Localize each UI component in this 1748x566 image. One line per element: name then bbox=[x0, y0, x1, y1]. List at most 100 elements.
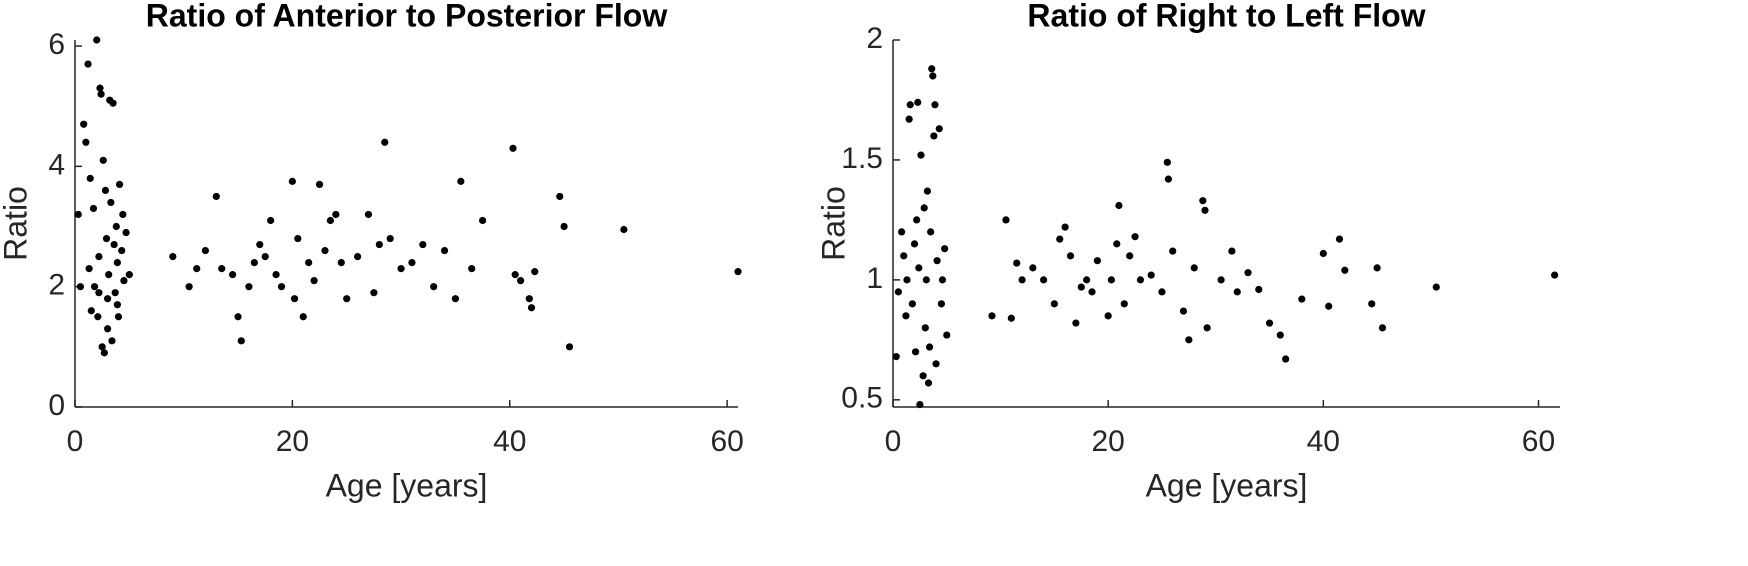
point bbox=[120, 277, 128, 285]
point bbox=[1083, 276, 1091, 284]
point bbox=[917, 151, 925, 159]
x-tick-label: 60 bbox=[1522, 425, 1555, 458]
point bbox=[924, 379, 933, 387]
point bbox=[267, 216, 275, 225]
point bbox=[922, 276, 930, 284]
point bbox=[90, 283, 99, 291]
point bbox=[935, 125, 943, 133]
x-tick-label: 40 bbox=[493, 425, 526, 458]
point bbox=[98, 343, 106, 351]
point bbox=[375, 240, 383, 249]
x-tick-label: 0 bbox=[67, 425, 84, 458]
point bbox=[988, 312, 996, 320]
point bbox=[1088, 288, 1096, 296]
point bbox=[272, 271, 280, 279]
point bbox=[1325, 302, 1333, 310]
point bbox=[1120, 300, 1128, 308]
point bbox=[938, 276, 947, 284]
point bbox=[95, 289, 103, 297]
point bbox=[1061, 223, 1069, 231]
point bbox=[929, 72, 937, 80]
y-tick-label: 1 bbox=[866, 262, 883, 295]
point bbox=[109, 99, 117, 107]
point bbox=[1077, 283, 1085, 291]
point bbox=[113, 259, 121, 267]
point bbox=[1335, 235, 1344, 243]
point bbox=[381, 138, 389, 146]
point bbox=[104, 295, 112, 303]
point bbox=[234, 313, 242, 321]
point bbox=[468, 265, 476, 273]
point bbox=[1298, 295, 1306, 303]
point bbox=[1131, 233, 1139, 241]
point bbox=[97, 90, 105, 98]
point bbox=[478, 216, 487, 225]
point bbox=[212, 192, 220, 201]
point bbox=[517, 277, 525, 285]
point bbox=[941, 245, 949, 253]
point bbox=[902, 312, 910, 320]
point bbox=[105, 271, 113, 279]
point bbox=[906, 101, 914, 109]
point bbox=[1002, 216, 1010, 224]
point bbox=[408, 259, 416, 267]
point bbox=[245, 283, 253, 291]
point bbox=[277, 283, 286, 291]
point bbox=[193, 265, 201, 273]
point bbox=[927, 228, 935, 236]
point bbox=[556, 192, 564, 201]
point bbox=[218, 265, 226, 273]
y-tick-label: 0.5 bbox=[841, 382, 883, 415]
point bbox=[114, 313, 123, 321]
y-tick-label: 0 bbox=[48, 389, 65, 422]
point bbox=[915, 264, 923, 272]
point bbox=[937, 300, 946, 308]
point bbox=[85, 265, 93, 273]
point bbox=[925, 343, 934, 351]
point bbox=[908, 300, 916, 308]
point bbox=[326, 216, 335, 225]
point bbox=[930, 132, 938, 140]
point bbox=[95, 252, 103, 261]
point bbox=[920, 204, 928, 212]
point bbox=[122, 228, 130, 237]
point bbox=[457, 177, 465, 185]
point bbox=[119, 210, 127, 219]
point bbox=[104, 325, 112, 333]
point bbox=[1217, 276, 1225, 284]
point bbox=[1203, 324, 1211, 332]
point bbox=[932, 360, 940, 368]
point bbox=[1185, 336, 1193, 344]
point bbox=[288, 177, 296, 185]
point bbox=[1190, 264, 1198, 272]
point bbox=[943, 331, 951, 339]
point bbox=[80, 120, 88, 128]
point bbox=[1551, 271, 1559, 279]
point bbox=[1276, 331, 1284, 339]
point bbox=[337, 259, 345, 267]
point bbox=[1126, 252, 1134, 260]
point bbox=[353, 252, 362, 261]
point bbox=[1072, 319, 1080, 327]
point bbox=[923, 187, 932, 195]
point bbox=[1056, 235, 1064, 243]
x-axis-label: Age [years] bbox=[326, 467, 488, 503]
point bbox=[228, 271, 237, 279]
point bbox=[169, 252, 177, 261]
point bbox=[1282, 355, 1290, 363]
point bbox=[1378, 324, 1387, 332]
point bbox=[921, 324, 929, 332]
point bbox=[1147, 271, 1155, 279]
point bbox=[310, 277, 318, 285]
point bbox=[1255, 285, 1263, 294]
point bbox=[914, 98, 922, 106]
point bbox=[1169, 247, 1177, 255]
point bbox=[1164, 175, 1173, 183]
point bbox=[1040, 276, 1048, 284]
point bbox=[93, 36, 101, 44]
point bbox=[299, 313, 307, 321]
point bbox=[913, 216, 921, 224]
point bbox=[84, 60, 92, 68]
point bbox=[101, 186, 110, 195]
point bbox=[509, 144, 517, 152]
